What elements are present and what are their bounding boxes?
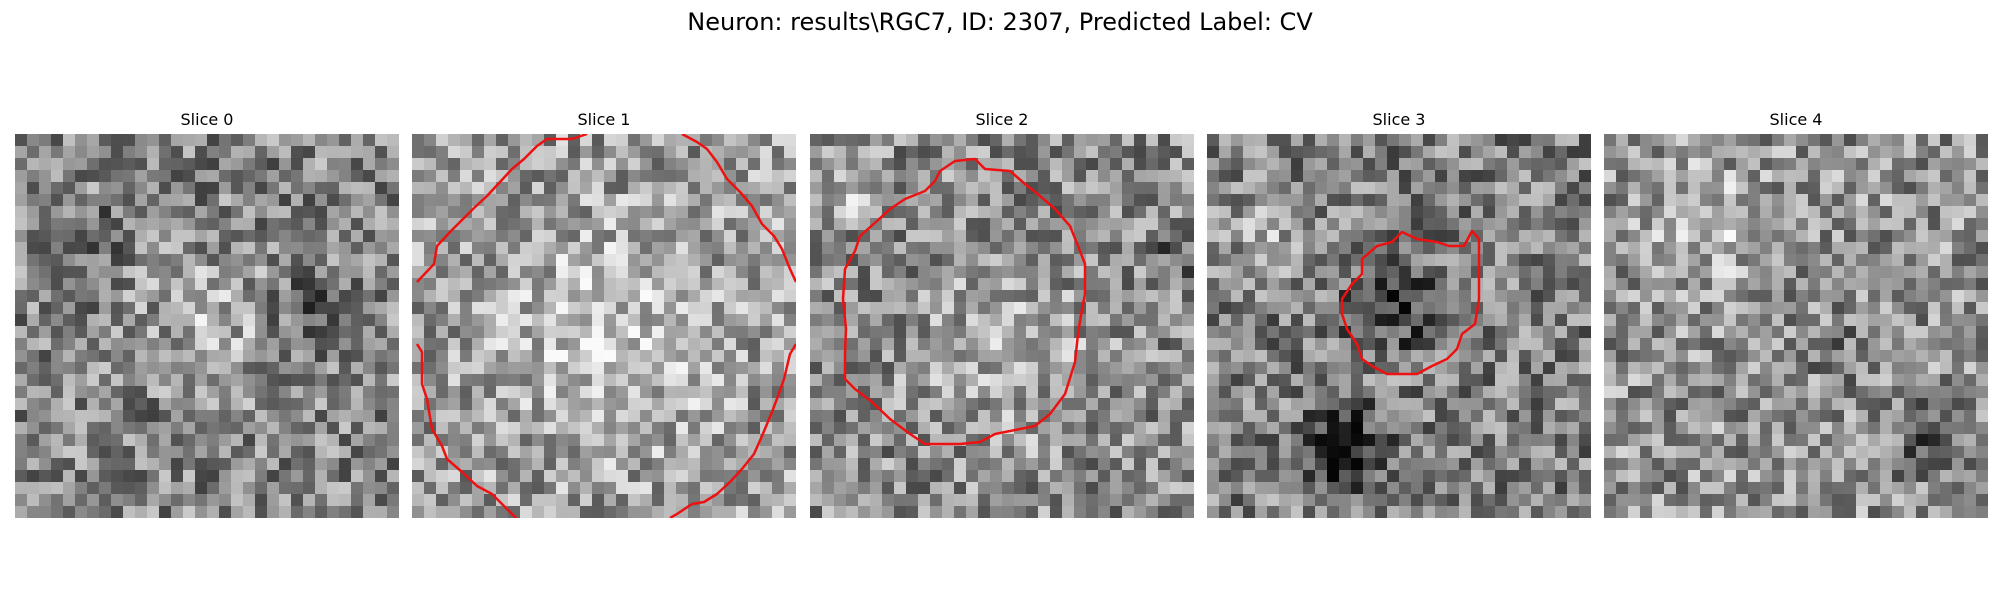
slice-1-title: Slice 1 <box>577 110 631 129</box>
slice-panel-3: Slice 3 <box>1207 110 1591 518</box>
slice-2-title: Slice 2 <box>975 110 1029 129</box>
slice-3-contour <box>1340 229 1481 376</box>
slice-panel-4: Slice 4 <box>1604 110 1988 518</box>
slice-0-image <box>15 134 399 518</box>
slice-3-title: Slice 3 <box>1372 110 1426 129</box>
slice-panel-1: Slice 1 <box>412 110 796 518</box>
slice-0-title: Slice 0 <box>180 110 234 129</box>
slice-3-image <box>1207 134 1591 518</box>
slice-1-pixels <box>412 134 796 518</box>
slice-4-title: Slice 4 <box>1769 110 1823 129</box>
slice-4-image <box>1604 134 1988 518</box>
slice-2-contour <box>841 157 1087 446</box>
slice-panel-0: Slice 0 <box>15 110 399 518</box>
slice-2-pixels <box>810 134 1194 518</box>
figure-title: Neuron: results\RGC7, ID: 2307, Predicte… <box>687 8 1313 36</box>
slice-3-pixels <box>1207 134 1591 518</box>
slice-panel-2: Slice 2 <box>810 110 1194 518</box>
slice-4-pixels <box>1604 134 1988 518</box>
slice-1-contour <box>415 134 796 518</box>
slice-1-image <box>412 134 796 518</box>
slice-0-pixels <box>15 134 399 518</box>
slice-2-image <box>810 134 1194 518</box>
